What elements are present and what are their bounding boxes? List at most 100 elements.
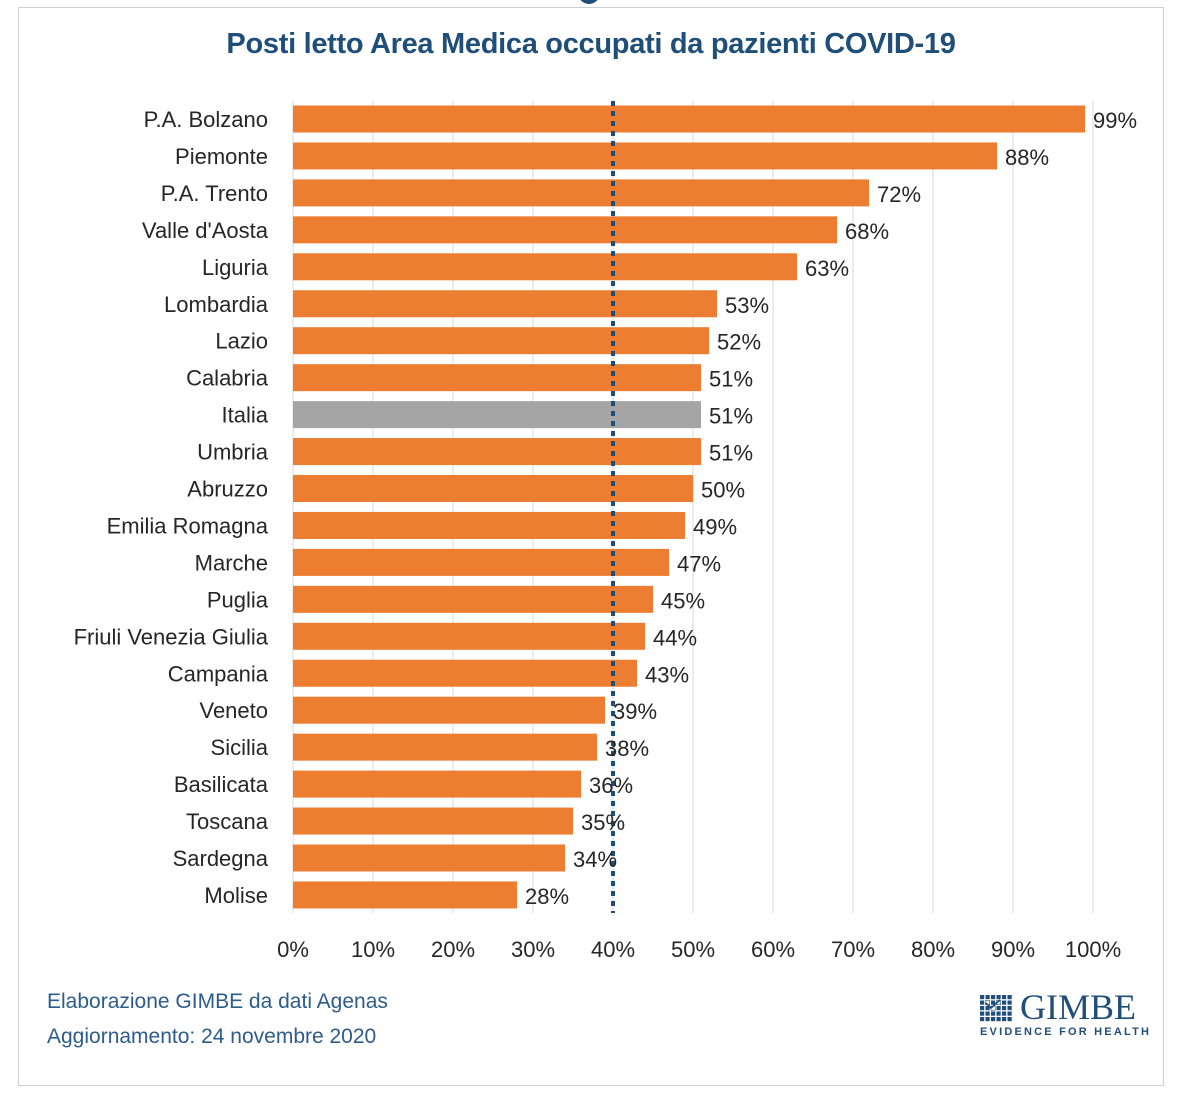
gimbe-logo: GIMBE EVIDENCE FOR HEALTH — [980, 987, 1149, 1042]
category-label: Umbria — [197, 440, 269, 465]
x-tick-labels: 0% 10% 20% 30% 40% 50% 60% 70% 80% 90% 100% — [277, 937, 1121, 962]
category-label: Campania — [168, 661, 269, 686]
data-label: 63% — [805, 256, 849, 281]
category-label: Italia — [222, 403, 269, 428]
source-note: Elaborazione GIMBE da dati Agenas — [47, 990, 388, 1013]
bar-chart: P.A. Bolzano Piemonte P.A. Trento Valle d'A… — [74, 101, 1137, 962]
x-tick-label: 90% — [991, 937, 1035, 962]
logo-grid-cell — [980, 1011, 985, 1016]
category-label: Valle d'Aosta — [142, 218, 269, 243]
logo-grid-cell — [1007, 1017, 1012, 1022]
x-tick-label: 50% — [671, 937, 715, 962]
data-label: 99% — [1093, 108, 1137, 133]
data-label: 53% — [725, 293, 769, 318]
update-note: Aggiornamento: 24 novembre 2020 — [47, 1025, 377, 1048]
logo-tagline: EVIDENCE FOR HEALTH — [980, 1026, 1152, 1038]
data-label: 51% — [709, 441, 753, 466]
data-label: 38% — [605, 736, 649, 761]
category-label: Molise — [204, 883, 268, 908]
category-labels: P.A. Bolzano Piemonte P.A. Trento Valle d'A… — [74, 107, 269, 908]
data-label: 28% — [525, 884, 569, 909]
bar — [293, 585, 653, 613]
category-label: Toscana — [186, 809, 269, 834]
logo-grid-cell — [980, 1017, 985, 1022]
bar — [293, 511, 685, 539]
data-label: 45% — [661, 588, 705, 613]
x-tick-label: 60% — [751, 937, 795, 962]
category-label: Liguria — [202, 255, 269, 280]
cropped-header-glyph — [578, 0, 600, 4]
x-tick-label: 0% — [277, 937, 309, 962]
x-tick-label: 100% — [1065, 937, 1121, 962]
bar — [293, 733, 597, 761]
data-label: 44% — [653, 625, 697, 650]
bars — [293, 105, 1085, 909]
data-label: 39% — [613, 699, 657, 724]
category-label: Puglia — [207, 587, 269, 612]
category-label: P.A. Bolzano — [144, 107, 268, 132]
bar — [293, 807, 573, 835]
data-label: 43% — [645, 662, 689, 687]
bar — [293, 105, 1085, 133]
logo-grid-cell — [985, 1006, 990, 1011]
logo-grid-cell — [1007, 995, 1012, 1000]
data-label: 34% — [573, 847, 617, 872]
logo-grid-cell — [996, 1011, 1001, 1016]
bar — [293, 142, 997, 170]
logo-wordmark: GIMBE — [1020, 987, 1136, 1027]
category-label: Marche — [195, 550, 268, 575]
data-label: 68% — [845, 219, 889, 244]
bar — [293, 438, 701, 466]
logo-grid-cell — [991, 995, 996, 1000]
bar — [293, 770, 581, 798]
data-label: 88% — [1005, 145, 1049, 170]
bar — [293, 622, 645, 650]
bar — [293, 290, 717, 318]
category-label: Veneto — [199, 698, 268, 723]
category-label: Basilicata — [174, 772, 269, 797]
x-tick-label: 70% — [831, 937, 875, 962]
logo-grid-cell — [985, 1011, 990, 1016]
bar — [293, 844, 565, 872]
logo-grid-cell — [985, 995, 990, 1000]
logo-grid-cell — [1002, 1006, 1007, 1011]
logo-grid-cell — [1007, 1000, 1012, 1005]
category-label: Sardegna — [173, 846, 269, 871]
logo-grid-cell — [1002, 995, 1007, 1000]
bar — [293, 475, 693, 502]
logo-checkmark — [985, 999, 1001, 1010]
x-tick-label: 20% — [431, 937, 475, 962]
logo-grid-cell — [991, 1000, 996, 1005]
x-tick-label: 30% — [511, 937, 555, 962]
logo-grid-cell — [996, 1017, 1001, 1022]
x-tick-label: 10% — [351, 937, 395, 962]
x-tick-label: 80% — [911, 937, 955, 962]
logo-grid-cell — [991, 1011, 996, 1016]
category-label: Sicilia — [211, 735, 269, 760]
data-label: 52% — [717, 330, 761, 355]
category-label: Friuli Venezia Giulia — [74, 624, 269, 649]
bar — [293, 881, 517, 909]
data-label: 47% — [677, 551, 721, 576]
data-label: 72% — [877, 182, 921, 207]
data-label: 35% — [581, 810, 625, 835]
x-tick-label: 40% — [591, 937, 635, 962]
logo-grid-cell — [980, 1000, 985, 1005]
logo-grid-cell — [985, 1017, 990, 1022]
data-labels: 99% 88% 72% 68% 63% 53% 52% 51% 51% 51% 50% 49% 47% 4… — [525, 108, 1137, 909]
data-label: 51% — [709, 367, 753, 392]
data-label: 50% — [701, 478, 745, 503]
logo-grid-cell — [996, 995, 1001, 1000]
logo-grid-cell — [1007, 1006, 1012, 1011]
logo-grid-cell — [996, 1006, 1001, 1011]
grid-check-icon — [980, 995, 1012, 1022]
bar — [293, 364, 701, 392]
logo-grid-cell — [1002, 1000, 1007, 1005]
category-label: P.A. Trento — [161, 181, 268, 206]
bar — [293, 696, 605, 724]
data-label: 49% — [693, 514, 737, 539]
chart-title: Posti letto Area Medica occupati da pazi… — [226, 28, 956, 60]
bar — [293, 253, 797, 281]
bar — [293, 327, 709, 355]
category-label: Lombardia — [164, 292, 269, 317]
